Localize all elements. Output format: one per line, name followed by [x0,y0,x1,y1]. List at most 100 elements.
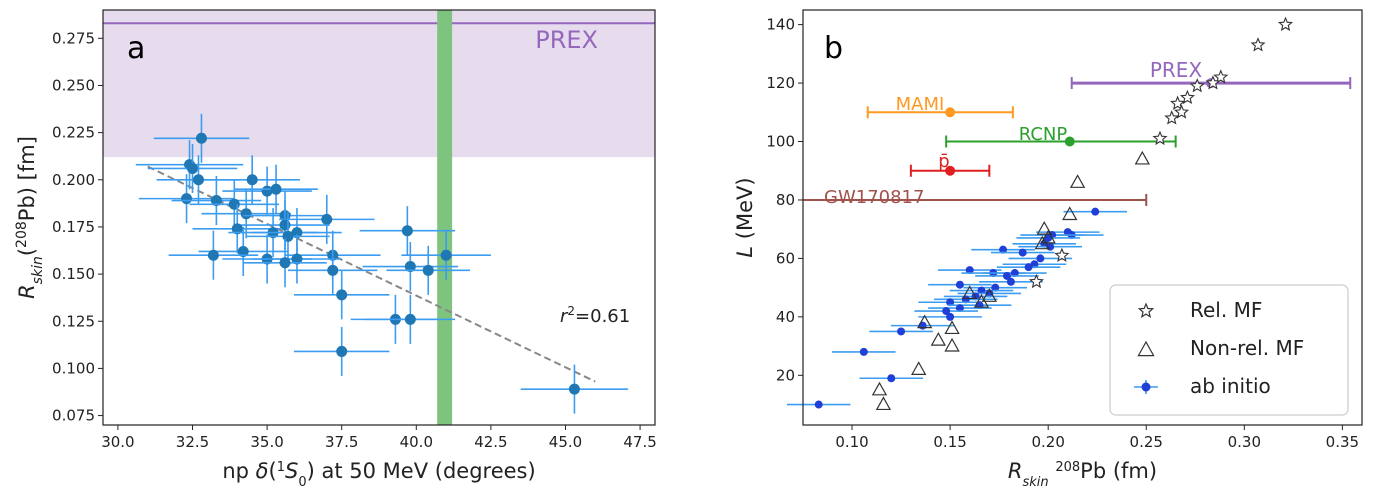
non-rel-mf-marker [1069,174,1086,188]
data-point-group [192,204,283,254]
experiment-label: p̄ [938,151,949,172]
ab-initio-point [1010,269,1019,278]
data-point [282,230,294,242]
legend-dot-icon [1141,382,1151,392]
rel-mf-marker [1213,69,1229,84]
data-point-group [520,364,629,414]
data-point [404,313,416,325]
y-tick-label: 20 [776,366,795,384]
y-tick-label: 80 [776,191,795,209]
ab-initio-point [1044,233,1053,242]
x-tick-label: 37.5 [325,433,358,451]
experiment-label: PREX [1150,58,1203,82]
x-tick-label: 42.5 [474,433,507,451]
data-point [261,185,273,197]
ab-initio-point-group [990,248,1055,257]
experiment-label: RCNP [1019,124,1068,145]
rel-mf-marker [1164,110,1180,125]
ab-initio-point [985,289,994,298]
plot-frame [102,9,656,426]
ab-initio-point [955,280,964,289]
experiment-point [945,107,956,118]
data-point-group [359,206,456,256]
ab-initio-point [977,286,986,295]
non-rel-mf-marker [1034,235,1050,250]
data-point-group [204,155,300,205]
ab-initio-point [887,374,896,383]
experiment-label: GW170817 [824,187,924,208]
experiment-4 [803,193,1148,206]
ab-initio-point [946,298,955,307]
non-rel-mf-marker [981,288,998,302]
experiment-3 [909,164,991,177]
x-tick-label: 0.25 [1130,433,1163,451]
ab-initio-point [918,321,927,330]
data-point-group [293,270,390,320]
y-tick-label: 0.075 [52,407,95,425]
data-point [207,249,219,261]
ab-initio-point [1018,248,1027,257]
data-point-group [252,234,342,284]
data-point-group [365,294,456,344]
ab-initio-point-group [832,347,896,356]
legend-label: Rel. MF [1190,298,1262,322]
ab-initio-point [859,347,868,356]
experiment-2 [945,135,1177,148]
ab-initio-point-group [1016,233,1080,242]
rel-mf-marker [1028,273,1044,289]
data-point [270,183,282,195]
data-point [321,213,333,225]
data-point [187,162,199,174]
ab-initio-point-group [963,283,1027,292]
data-point-group [222,166,312,216]
data-point-group [168,230,259,280]
data-point [192,174,204,186]
ab-initio-point-group [1063,207,1128,216]
ab-initio-point [1036,254,1045,263]
x-tick-label: 0.35 [1326,433,1359,451]
ab-initio-point-group [869,327,933,336]
r-squared-annotation: r2=0.61 [560,304,630,327]
ab-initio-point [999,245,1008,254]
panel-letter-b: b [824,31,843,66]
plot-frame [802,9,1363,426]
data-point [240,208,252,220]
data-point [568,383,580,395]
ab-initio-point-group [914,307,978,316]
x-tick-label: 0.30 [1228,433,1261,451]
experiment-label: MAMI [896,94,945,115]
ab-initio-point [965,266,974,275]
x-tick-label: 47.5 [623,433,656,451]
rel-mf-marker [1189,78,1205,93]
ab-initio-point [1006,277,1015,286]
y-tick-label: 120 [766,74,795,92]
y-tick-label: 40 [776,308,795,326]
y-tick-label: 0.150 [52,265,95,283]
data-point [291,227,303,239]
rel-mf-marker [1277,16,1294,32]
ab-initio-point-group [928,280,992,289]
data-point [327,264,339,276]
legend-box [1109,284,1349,416]
prex-band [103,10,655,158]
rel-mf-marker [1152,130,1168,146]
data-point [237,245,249,257]
non-rel-mf-marker [944,320,960,335]
y-axis-label: L (MeV) [733,177,757,257]
legend-label: ab initio [1190,374,1271,398]
x-tick-label: 0.15 [933,433,966,451]
panel-a-chart: PREX 30.0 32.5 35.0 37.5 40.0 42.5 45.0 47.5 0.07… [14,9,657,490]
rel-mf-marker [1174,104,1190,119]
data-point-group [201,189,291,239]
fit-line [147,165,596,383]
non-rel-mf-marker [1040,229,1056,244]
ab-initio-point [1024,263,1033,272]
x-tick-label: 35.0 [250,433,283,451]
rel-mf-marker [1170,95,1186,110]
y-tick-label: 0.175 [52,218,95,236]
experiment-point [945,165,956,176]
non-rel-mf-marker [1134,150,1150,165]
panel-b-chart: PREX MAMI RCNP p̄ GW170817 0.10 0.15 0.20 0.25 0.… [733,9,1363,490]
ab-initio-point [1002,271,1011,280]
ab-initio-point-group [949,286,1014,295]
